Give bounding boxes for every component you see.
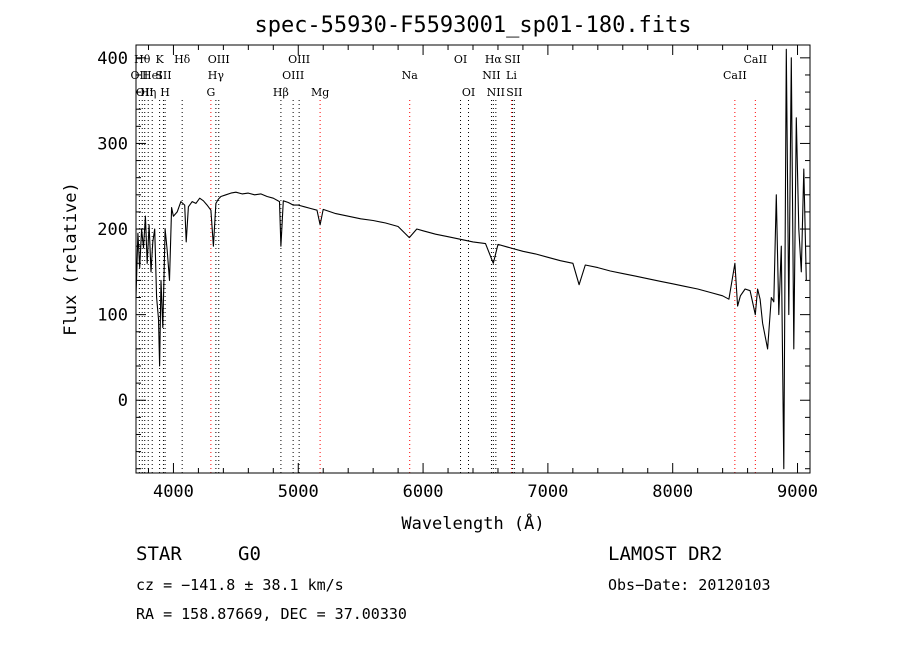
line-label: HeI	[142, 69, 162, 82]
y-tick-label: 100	[97, 306, 128, 326]
coordinates: RA = 158.87669, DEC = 37.00330	[136, 605, 407, 623]
line-label: Hδ	[174, 53, 191, 66]
chart-title: spec-55930-F5593001_sp01-180.fits	[254, 13, 691, 38]
spectrum-series	[135, 48, 807, 470]
survey-name: LAMOST DR2	[608, 543, 722, 565]
x-tick-label: 6000	[403, 482, 444, 502]
line-label: OII	[131, 69, 149, 82]
line-label: Hα	[485, 53, 503, 66]
line-label: OI	[462, 86, 475, 99]
x-axis-label: Wavelength (Å)	[401, 512, 544, 534]
object-subclass: G0	[238, 543, 261, 565]
line-label: Hθ	[134, 53, 151, 66]
x-tick-label: 8000	[652, 482, 693, 502]
redshift-velocity: cz = −141.8 ± 38.1 km/s	[136, 576, 344, 594]
line-label: NII	[487, 86, 505, 99]
line-label: OIII	[282, 69, 304, 82]
line-label: Hγ	[208, 69, 225, 82]
line-label: SII	[506, 86, 522, 99]
line-label: G	[206, 86, 215, 99]
line-label: OIII	[288, 53, 310, 66]
line-label: SII	[504, 53, 520, 66]
x-tick-label: 7000	[527, 482, 568, 502]
y-axis: 0 100 200 300 400	[97, 49, 810, 470]
x-tick-label: 9000	[777, 482, 818, 502]
line-label: Na	[402, 69, 419, 82]
line-label: Li	[506, 69, 517, 82]
y-tick-label: 400	[97, 49, 128, 69]
line-label: Hη	[140, 86, 156, 99]
line-label: H	[160, 86, 170, 99]
line-markers: OIIHθOIIHηHeIKSIIHHδGHγOIIIHβOIIIOIIIMgN…	[131, 53, 767, 473]
line-label: CaII	[743, 53, 767, 66]
y-tick-label: 0	[118, 391, 128, 411]
y-tick-label: 200	[97, 220, 128, 240]
plot-frame	[135, 44, 811, 474]
line-label: OI	[454, 53, 467, 66]
object-class: STAR	[136, 543, 182, 565]
line-label: NII	[482, 69, 500, 82]
line-label: K	[155, 53, 164, 66]
line-label: Hβ	[273, 86, 289, 99]
y-axis-label: Flux (relative)	[61, 182, 81, 336]
line-label: CaII	[723, 69, 747, 82]
line-label: OIII	[208, 53, 230, 66]
observation-date: Obs−Date: 20120103	[608, 576, 771, 594]
line-label: SII	[155, 69, 171, 82]
x-tick-label: 5000	[278, 482, 319, 502]
line-label: OII	[136, 86, 154, 99]
y-tick-label: 300	[97, 134, 128, 154]
line-label: Mg	[311, 86, 329, 99]
x-axis: 4000 5000 6000 7000 8000 9000	[147, 45, 818, 502]
spectrum-line	[135, 48, 807, 470]
x-tick-label: 4000	[153, 482, 194, 502]
